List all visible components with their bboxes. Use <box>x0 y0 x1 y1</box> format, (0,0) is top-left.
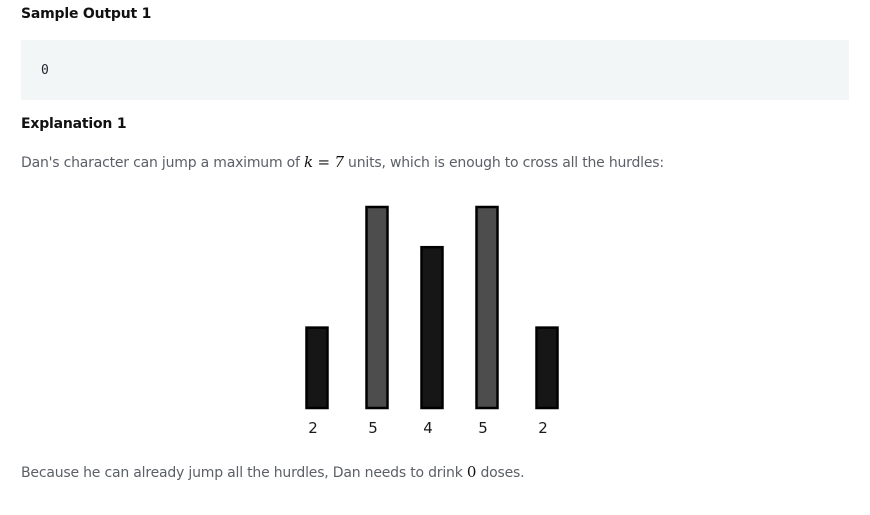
math-equals: = <box>312 153 335 171</box>
explanation-paragraph-2: Because he can already jump all the hurd… <box>21 463 525 481</box>
hurdle-height-label: 2 <box>538 419 548 437</box>
hurdle-bar <box>475 205 499 410</box>
hurdle-bar <box>420 245 444 410</box>
doses-formula: 0 <box>466 463 477 481</box>
para1-text-before: Dan's character can jump a maximum of <box>21 155 305 171</box>
sample-output-heading: Sample Output 1 <box>21 6 152 22</box>
hurdle-bar <box>365 205 389 410</box>
hurdle-height-label: 4 <box>423 419 433 437</box>
para2-text-before: Because he can already jump all the hurd… <box>21 465 467 481</box>
explanation-paragraph-1: Dan's character can jump a maximum of k … <box>21 153 664 171</box>
hurdle-bars <box>305 205 559 410</box>
hurdle-bar <box>305 326 329 410</box>
sample-output-code-block: 0 <box>21 40 849 100</box>
hurdle-bar <box>535 326 559 410</box>
math-value-7: 7 <box>334 153 344 171</box>
sample-output-code: 0 <box>41 63 49 78</box>
explanation-heading: Explanation 1 <box>21 116 127 132</box>
hurdle-height-label: 2 <box>308 419 318 437</box>
para1-text-after: units, which is enough to cross all the … <box>343 155 664 171</box>
para2-text-after: doses. <box>476 465 525 481</box>
hurdle-labels: 2 5 4 5 2 <box>308 419 548 437</box>
max-jump-formula: k = 7 <box>304 153 344 171</box>
hurdle-height-label: 5 <box>478 419 488 437</box>
hurdle-height-label: 5 <box>368 419 378 437</box>
math-variable-k: k <box>304 153 313 171</box>
